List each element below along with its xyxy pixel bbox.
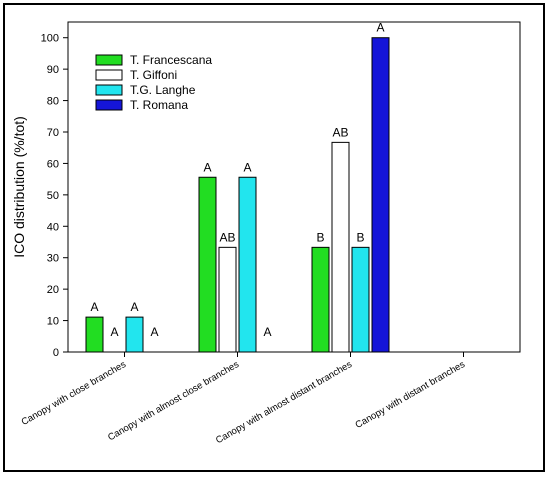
legend-label: T.G. Langhe — [130, 83, 196, 97]
y-tick-label: 20 — [47, 284, 59, 296]
significance-letter: A — [243, 160, 251, 174]
x-tick-label: Canopy with almost close branches — [106, 359, 241, 443]
y-axis: 0 10 20 30 40 50 60 70 80 90 100 — [41, 33, 68, 359]
x-tick-label: Canopy with distant branches — [354, 359, 468, 431]
y-tick-label: 40 — [47, 221, 59, 233]
legend-label: T. Giffoni — [130, 68, 177, 82]
significance-letter: B — [356, 230, 364, 244]
x-tick-label: Canopy with close branches — [20, 359, 129, 428]
legend-swatch — [95, 99, 123, 111]
plot-area — [67, 21, 521, 353]
legend-label: T. Francescana — [130, 53, 212, 67]
bar — [311, 246, 330, 353]
y-tick-label: 0 — [53, 347, 59, 359]
y-tick-label: 80 — [47, 96, 59, 108]
y-axis-title: ICO distribution (%/tot) — [11, 116, 27, 258]
significance-letter: AB — [219, 230, 235, 244]
legend-label: T. Romana — [130, 98, 188, 112]
significance-letter: A — [130, 300, 138, 314]
significance-letter: A — [376, 21, 384, 35]
legend-swatch — [95, 84, 123, 96]
bar — [198, 176, 217, 353]
legend-swatch — [95, 69, 123, 81]
significance-letter: A — [203, 160, 211, 174]
bar — [218, 246, 237, 353]
significance-letter: AB — [332, 125, 348, 139]
legend-swatch — [95, 54, 123, 66]
y-tick-label: 70 — [47, 127, 59, 139]
bar — [238, 176, 257, 353]
bar — [351, 246, 370, 353]
y-tick-label: 90 — [47, 64, 59, 76]
y-tick-label: 30 — [47, 253, 59, 265]
bars — [85, 37, 390, 353]
bar — [85, 316, 104, 353]
y-tick-label: 50 — [47, 190, 59, 202]
significance-letter: A — [263, 325, 271, 339]
significance-letter: A — [110, 325, 118, 339]
significance-letter: B — [316, 230, 324, 244]
bar — [371, 37, 390, 353]
y-tick-label: 100 — [41, 33, 59, 45]
bar — [331, 141, 350, 353]
y-tick-label: 10 — [47, 316, 59, 328]
y-tick-label: 60 — [47, 158, 59, 170]
figure-frame — [3, 3, 545, 472]
x-tick-label: Canopy with almost distant branches — [214, 359, 354, 446]
significance-letter: A — [90, 300, 98, 314]
significance-letter: A — [150, 325, 158, 339]
bar — [125, 316, 144, 353]
